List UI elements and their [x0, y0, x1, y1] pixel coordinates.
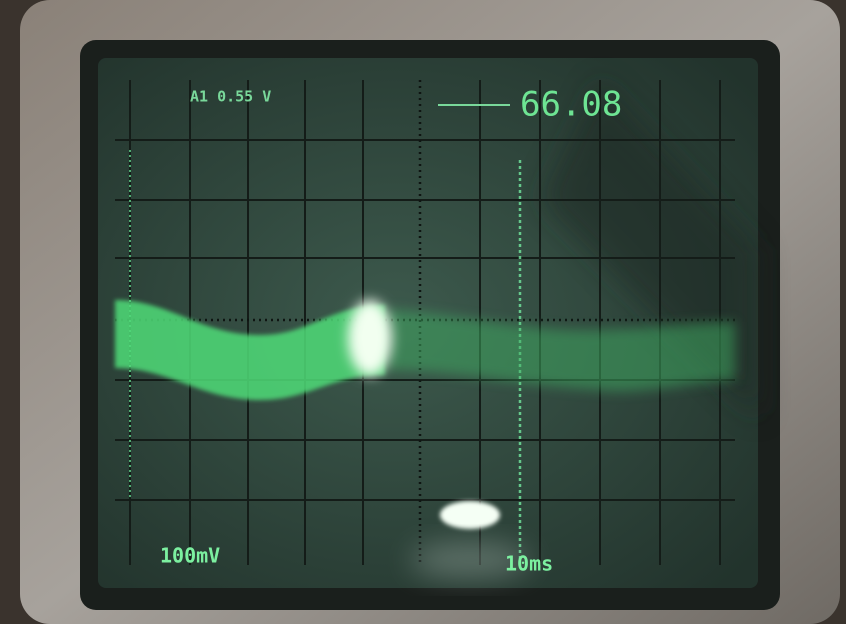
glare	[410, 542, 530, 578]
volts-per-div: 100mV	[160, 544, 220, 568]
channel-readout: A1 0.55 V	[190, 88, 271, 106]
bright-spot	[348, 300, 392, 376]
time-per-div: 10ms	[505, 552, 553, 576]
time-readout: 66.08	[520, 85, 622, 125]
trace	[115, 300, 385, 400]
center-axes	[115, 80, 735, 565]
reflection	[440, 501, 500, 529]
trace-faint	[385, 310, 735, 392]
